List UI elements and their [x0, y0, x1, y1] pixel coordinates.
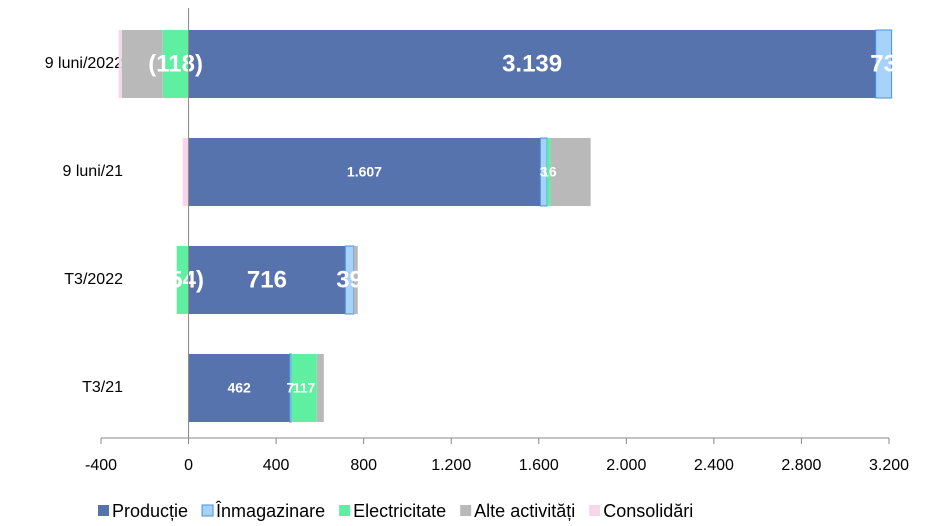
legend-swatch [589, 505, 601, 516]
x-tick-label: 2.400 [694, 457, 734, 474]
bar-segment [875, 29, 893, 99]
x-tick-label: 800 [350, 457, 377, 474]
legend-swatch [460, 505, 472, 516]
bar-segment [188, 246, 346, 314]
category-label: 9 luni/21 [63, 163, 124, 180]
value-label: 16 [541, 164, 557, 180]
bar-segment [118, 30, 122, 98]
legend-label: Înmagazinare [215, 501, 325, 521]
bar-segment [176, 246, 189, 314]
x-tick-label: 2.800 [781, 457, 821, 474]
x-tick-label: 1.600 [519, 457, 559, 474]
bar-segment [547, 138, 551, 206]
legend-swatch [339, 505, 351, 516]
bar-segment [188, 138, 541, 206]
legend-label: Producție [112, 501, 188, 521]
value-label: (118) [148, 50, 203, 77]
value-label: (54) [161, 266, 204, 293]
category-label: T3/2022 [64, 271, 123, 288]
legend-swatch [201, 504, 214, 517]
category-label: T3/21 [82, 379, 123, 396]
bar-segment [353, 246, 358, 314]
bar-segment [291, 354, 317, 422]
x-tick-label: 3.200 [869, 457, 909, 474]
x-tick-label: -400 [85, 457, 117, 474]
value-label: 117 [293, 380, 316, 396]
x-tick-label: 1.200 [431, 457, 471, 474]
legend-label: Alte activități [474, 501, 575, 521]
legend-label: Electricitate [353, 501, 446, 521]
bar-segment [550, 138, 591, 206]
value-label: 716 [247, 266, 287, 293]
x-tick-label: 400 [263, 457, 290, 474]
value-label: 3 [540, 164, 548, 180]
bar-segment [316, 354, 324, 422]
value-label: 73 [870, 50, 897, 77]
bar-segment [121, 30, 163, 98]
value-label: 462 [227, 380, 251, 396]
bar-segment [188, 30, 876, 98]
x-tick-label: 2.000 [606, 457, 646, 474]
legend-label: Consolidări [603, 501, 693, 521]
x-tick-label: 0 [184, 457, 193, 474]
value-label: 1.607 [347, 164, 382, 180]
bar-segment [162, 30, 189, 98]
bar-segment [344, 245, 355, 315]
value-label: 39 [336, 266, 363, 293]
bar-segment [182, 138, 189, 206]
value-label: 7 [287, 380, 295, 396]
legend-swatch [98, 505, 109, 516]
bar-segment [188, 354, 290, 422]
value-label: 3.139 [502, 50, 562, 77]
category-label: 9 luni/2022 [45, 55, 123, 72]
legend: Producție Înmagazinare Electricitate Alte a… [98, 501, 693, 521]
